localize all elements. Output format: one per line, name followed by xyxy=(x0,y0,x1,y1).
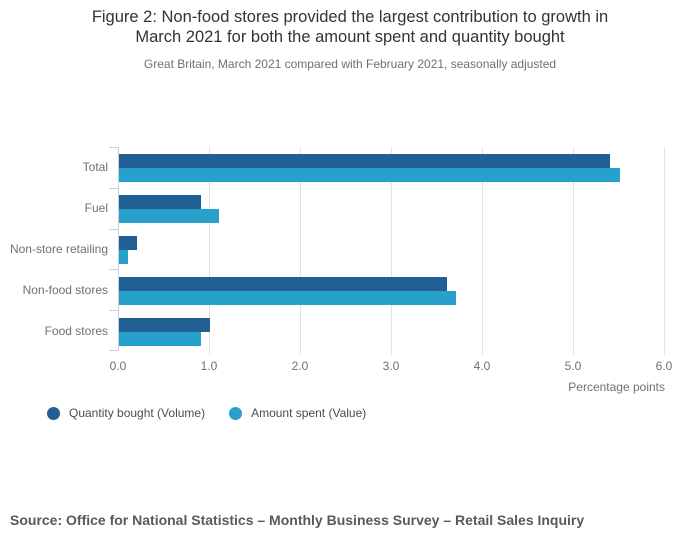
x-axis-tick-label: 6.0 xyxy=(655,359,673,373)
x-axis-tick-label: 3.0 xyxy=(382,359,400,373)
bar-volume-non-food-stores xyxy=(119,276,447,291)
bar-value-fuel xyxy=(119,209,220,224)
bar-volume-total xyxy=(119,154,611,169)
x-axis-tick-label: 2.0 xyxy=(291,359,309,373)
category-label: Total xyxy=(82,160,108,175)
category-label: Food stores xyxy=(44,323,108,338)
x-axis-tick-label: 1.0 xyxy=(200,359,218,373)
gridline xyxy=(482,147,483,355)
chart-subtitle: Great Britain, March 2021 compared with … xyxy=(143,57,557,71)
plot-area xyxy=(109,147,665,355)
x-axis-tick-label: 4.0 xyxy=(473,359,491,373)
bar-volume-non-store-retailing xyxy=(119,236,138,250)
bar-value-total xyxy=(119,168,620,183)
y-axis-tick xyxy=(109,188,119,189)
category-label: Non-food stores xyxy=(22,282,108,297)
bar-value-non-food-stores xyxy=(119,290,456,305)
y-axis-tick xyxy=(109,310,119,311)
x-axis-tick-label: 5.0 xyxy=(564,359,582,373)
bar-value-food-stores xyxy=(119,331,201,346)
legend-swatch-icon xyxy=(47,406,60,420)
gridline xyxy=(573,147,574,355)
y-axis-category-labels: Total Fuel Non-store retailing Non-food sto… xyxy=(0,147,108,351)
x-axis-title: Percentage points xyxy=(568,380,665,394)
bar-volume-fuel xyxy=(119,195,201,210)
source-text: Source: Office for National Statistics –… xyxy=(10,512,585,528)
chart-title-line2: March 2021 for both the amount spent and… xyxy=(135,28,565,46)
bar-value-non-store-retailing xyxy=(119,250,129,264)
y-axis-tick xyxy=(109,229,119,230)
y-axis-tick xyxy=(109,147,119,148)
legend: Quantity bought (Volume) Amount spent (Va… xyxy=(47,406,366,420)
y-axis-tick xyxy=(109,350,119,351)
y-axis-tick xyxy=(109,269,119,270)
chart-title-line1: Figure 2: Non-food stores provided the l… xyxy=(91,8,609,26)
legend-item-volume: Quantity bought (Volume) xyxy=(47,406,205,420)
gridline xyxy=(391,147,392,355)
category-label: Non-store retailing xyxy=(9,241,108,256)
x-axis-tick-labels: 0.0 1.0 2.0 3.0 4.0 5.0 6.0 xyxy=(0,359,700,374)
legend-swatch-icon xyxy=(229,406,243,420)
gridline xyxy=(664,147,665,355)
gridline xyxy=(209,147,210,355)
category-label: Fuel xyxy=(84,201,108,216)
legend-label: Amount spent (Value) xyxy=(251,406,367,420)
legend-item-value: Amount spent (Value) xyxy=(229,406,366,420)
gridline xyxy=(300,147,301,355)
legend-label: Quantity bought (Volume) xyxy=(69,406,206,420)
bar-volume-food-stores xyxy=(119,317,210,332)
x-axis-tick-label: 0.0 xyxy=(109,359,127,373)
chart-title: Figure 2: Non-food stores provided the l… xyxy=(0,7,700,47)
